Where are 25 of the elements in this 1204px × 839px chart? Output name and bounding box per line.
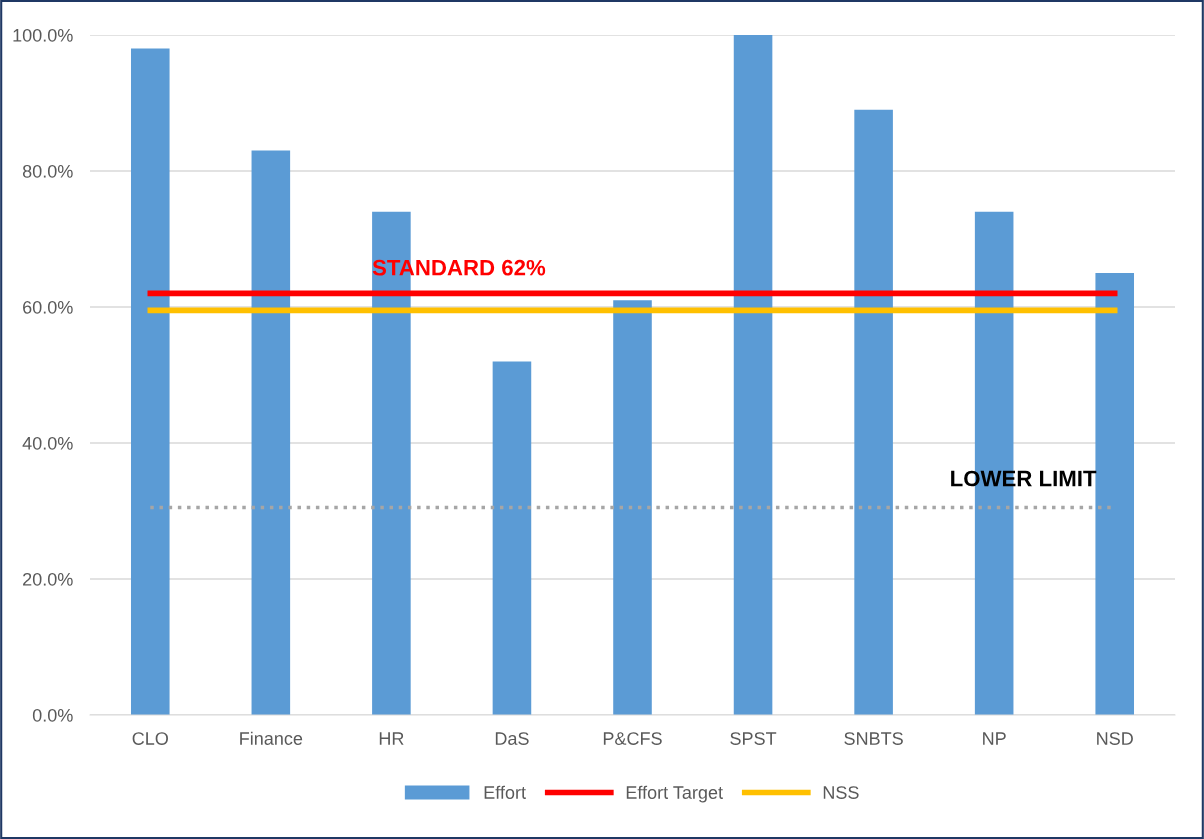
x-tick-label: NSD (1097, 732, 1133, 745)
bar (854, 109, 893, 715)
x-tick-label: Finance (240, 731, 303, 745)
x-tick-label: DaS (495, 732, 529, 745)
bar (1095, 273, 1135, 715)
bar (130, 48, 170, 715)
legend-label: NSS (823, 786, 859, 799)
legend-label: Effort (484, 785, 526, 799)
bar (733, 35, 773, 715)
bar (492, 361, 532, 715)
x-tick-label: P&CFS (603, 732, 662, 745)
legend-label: Effort Target (626, 785, 723, 803)
bar (613, 300, 652, 715)
y-tick-label: 0.0% (32, 708, 73, 722)
x-tick-label: NP (983, 732, 1006, 745)
x-tick-label: CLO (132, 732, 168, 745)
x-tick-label: SPST (730, 732, 777, 745)
y-tick-label: 100.0% (13, 28, 73, 42)
y-tick-label: 80.0% (22, 164, 73, 178)
y-tick-label: 60.0% (23, 300, 73, 314)
y-tick-label: 20.0% (23, 572, 73, 586)
x-tick-label: HR (379, 732, 404, 745)
x-tick-label: SNBTS (844, 732, 903, 745)
bar (251, 150, 291, 715)
y-tick-label: 40.0% (22, 436, 73, 450)
